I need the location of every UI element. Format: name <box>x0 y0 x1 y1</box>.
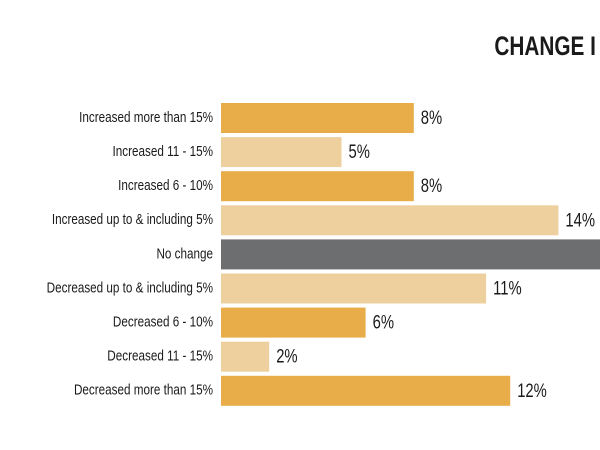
value-label: 8% <box>421 175 442 196</box>
category-label: No change <box>156 245 213 262</box>
bar <box>221 341 270 372</box>
value-label: 12% <box>517 380 547 401</box>
bar <box>221 137 342 168</box>
value-label: 5% <box>348 141 369 162</box>
bar <box>221 375 511 406</box>
value-label: 14% <box>565 210 595 231</box>
value-label: 6% <box>373 312 394 333</box>
bar <box>221 307 366 338</box>
value-label: 2% <box>276 346 297 367</box>
category-label: Increased more than 15% <box>79 109 213 126</box>
category-label: Increased up to & including 5% <box>52 211 213 228</box>
category-label: Decreased more than 15% <box>74 381 213 398</box>
value-label: 11% <box>493 278 522 299</box>
chart-title: CHANGE I <box>494 32 596 62</box>
bar <box>221 171 414 202</box>
category-label: Decreased 11 - 15% <box>107 347 213 364</box>
bar <box>221 239 600 270</box>
category-label: Decreased up to & including 5% <box>47 279 213 296</box>
category-label: Decreased 6 - 10% <box>113 313 213 330</box>
value-label: 8% <box>421 107 442 128</box>
category-label: Increased 6 - 10% <box>118 177 213 194</box>
bar <box>221 273 487 304</box>
bar <box>221 103 414 133</box>
bar <box>221 205 559 236</box>
category-label: Increased 11 - 15% <box>113 143 214 160</box>
